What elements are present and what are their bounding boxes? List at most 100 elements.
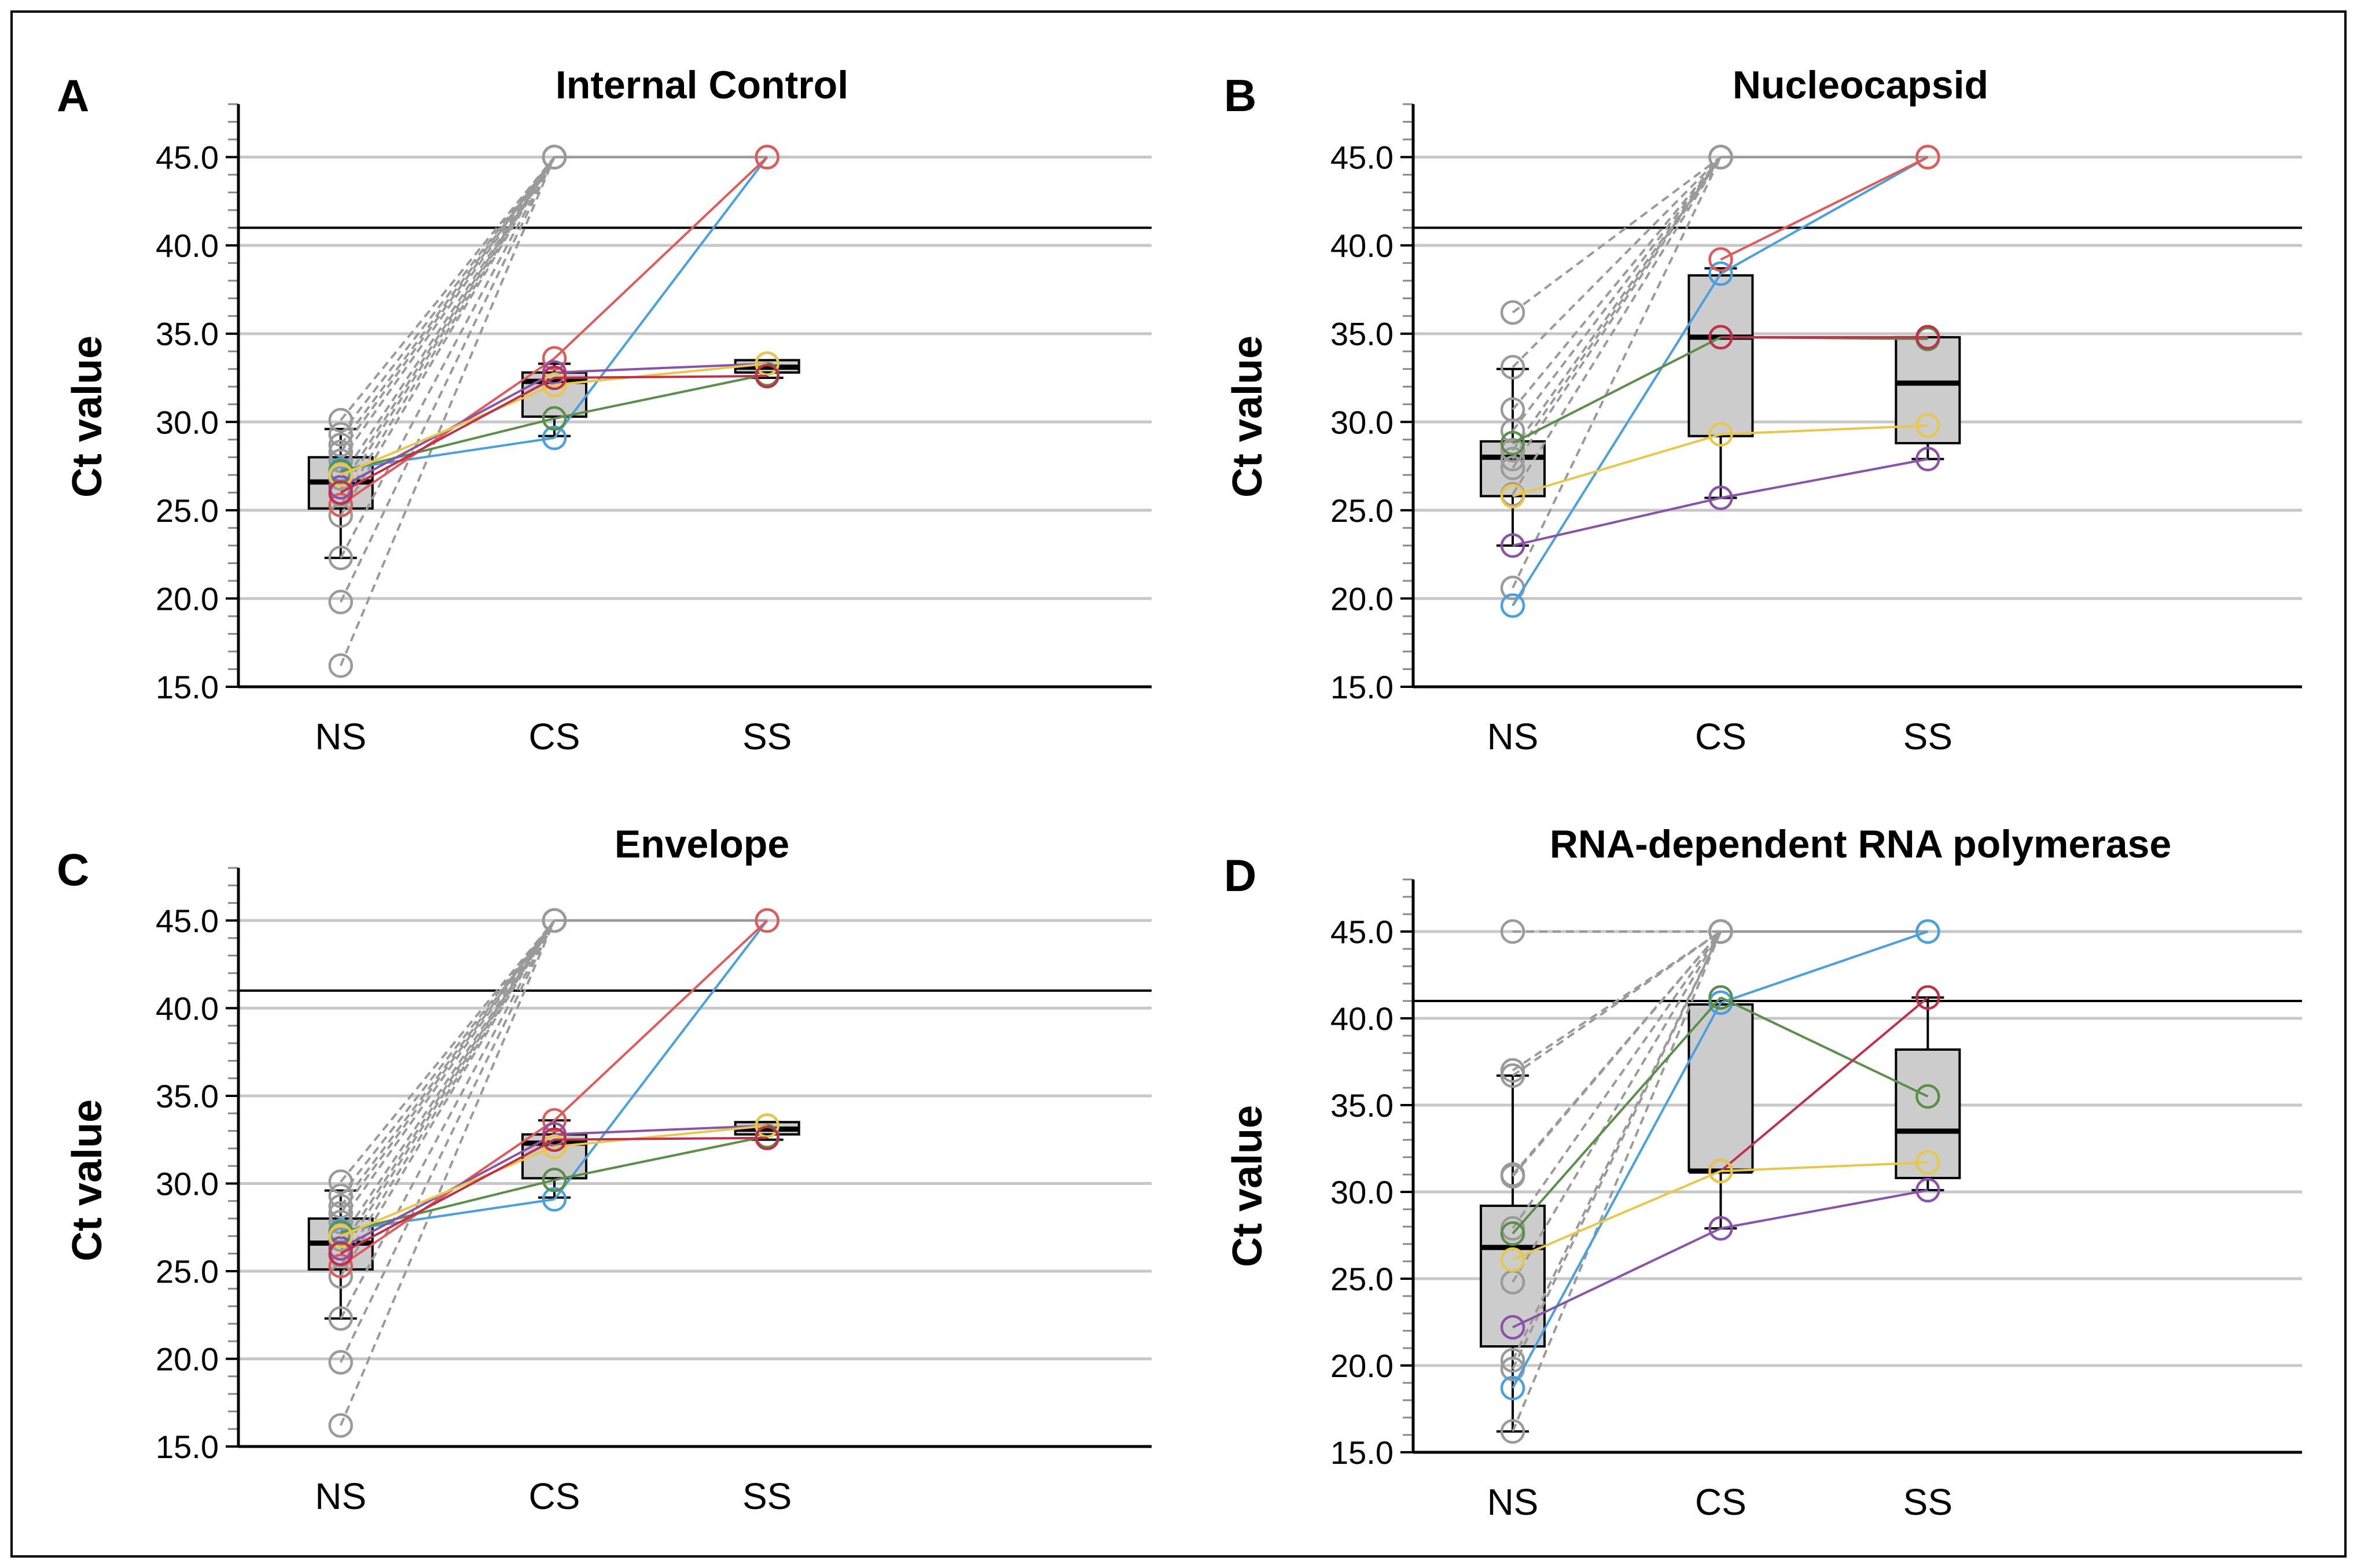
y-tick-label: 35.0 — [1330, 316, 1393, 352]
series-point-yellow — [1500, 1247, 1525, 1272]
series-line-purple — [1720, 1189, 1928, 1230]
series-line-crimson — [340, 377, 555, 494]
grey-point — [328, 653, 353, 678]
series-point-crimson — [328, 480, 353, 505]
y-tick-label: 45.0 — [156, 903, 219, 939]
box-cs — [1687, 274, 1754, 437]
panel-title: Internal Control — [556, 63, 848, 107]
series-line-red — [1720, 996, 1929, 1172]
grey-point — [1500, 418, 1525, 443]
series-point-yellow — [1708, 1158, 1733, 1184]
grey-point — [542, 908, 567, 933]
grey-point — [1500, 919, 1525, 944]
grey-pair-line — [340, 156, 556, 462]
series-line-red — [553, 919, 768, 1121]
grey-pair-line — [1512, 156, 1722, 460]
grey-pair-line — [340, 919, 556, 1278]
grey-pair-line — [1512, 156, 1722, 369]
grey-pair-line — [339, 920, 556, 1363]
series-point-crimson — [755, 363, 779, 389]
series-point-blue — [1708, 261, 1733, 286]
series-point-green — [1915, 1084, 1940, 1109]
series-point-red — [755, 908, 779, 933]
series-line-crimson — [554, 374, 767, 379]
series-point-yellow — [328, 1224, 353, 1249]
x-tick-label-ns: NS — [315, 716, 366, 757]
panel-c: 15.0 20.0 25.0 30.0 35.0 40.0 45.0 NS CS SS Envelo… — [57, 822, 1152, 1517]
grey-point — [328, 422, 353, 447]
series-line-purple — [1512, 496, 1721, 547]
panel-letter: D — [1224, 850, 1256, 901]
series-line-blue — [553, 156, 768, 439]
y-tick-label: 35.0 — [1330, 1087, 1393, 1124]
y-axis-label: Ct value — [64, 1099, 111, 1261]
grey-pair-line — [340, 156, 556, 453]
y-tick-label: 40.0 — [156, 990, 219, 1026]
y-tick-label: 20.0 — [156, 1341, 219, 1377]
y-tick-label: 45.0 — [156, 139, 219, 176]
figure-frame — [10, 10, 2347, 1558]
grey-pair-line — [1512, 930, 1722, 1230]
panel-b: 15.0 20.0 25.0 30.0 35.0 40.0 45.0 NS CS SS Nucleo… — [1224, 63, 2302, 757]
series-line-purple — [1512, 1227, 1722, 1328]
y-tick-label: 15.0 — [1330, 669, 1393, 705]
grey-pair-line — [1512, 156, 1722, 314]
series-point-purple — [1500, 1315, 1525, 1340]
series-point-yellow — [1500, 484, 1525, 509]
x-tick-label-ns: NS — [1487, 1481, 1539, 1523]
series-line-purple — [1720, 458, 1928, 499]
x-tick-label-ss: SS — [1903, 716, 1952, 757]
box-ss — [1895, 1048, 1961, 1179]
panel-letter: C — [57, 844, 89, 895]
y-tick-label: 20.0 — [156, 580, 219, 617]
grey-pair-line — [1512, 931, 1722, 1370]
series-point-green — [1500, 430, 1525, 456]
grey-pair-line — [1512, 156, 1722, 469]
y-tick-label: 40.0 — [1330, 227, 1393, 264]
series-line-yellow — [1512, 1170, 1722, 1261]
y-tick-label: 30.0 — [156, 404, 219, 440]
series-line-yellow — [1512, 433, 1722, 498]
series-line-red — [1720, 156, 1929, 261]
series-line-red — [340, 357, 556, 506]
series-point-purple — [1915, 1177, 1940, 1203]
grey-point — [1500, 300, 1525, 325]
grey-pair-line — [339, 920, 556, 1426]
grey-pair-line — [340, 919, 556, 1214]
grey-point — [328, 590, 353, 614]
series-line-crimson — [340, 1138, 555, 1255]
series-point-crimson — [542, 365, 567, 391]
grey-pair-line — [1512, 156, 1722, 432]
panel-a: 15.0 20.0 25.0 30.0 35.0 40.0 45.0 NS CS SS Intern… — [57, 63, 1152, 757]
series-point-red — [542, 346, 567, 371]
series-point-crimson — [1915, 325, 1940, 350]
panel-title: RNA-dependent RNA polymerase — [1550, 822, 2171, 866]
series-point-yellow — [755, 351, 779, 376]
grey-pair-line — [340, 156, 556, 480]
grey-point — [1500, 1348, 1525, 1373]
series-point-blue — [1500, 1375, 1525, 1401]
series-line-blue — [1512, 273, 1722, 606]
grey-point — [1500, 355, 1525, 380]
grey-point — [1500, 1419, 1525, 1444]
series-point-green — [542, 1168, 567, 1192]
series-point-red — [542, 1108, 567, 1133]
series-point-crimson — [1708, 325, 1733, 350]
grey-pair-line — [340, 919, 556, 1208]
grey-point — [328, 1413, 353, 1438]
y-tick-label: 15.0 — [156, 669, 219, 705]
series-point-green — [542, 406, 567, 431]
y-tick-label: 15.0 — [1330, 1434, 1393, 1471]
grey-point — [1500, 1164, 1525, 1189]
grey-pair-line — [1512, 930, 1722, 1283]
y-axis-label: Ct value — [1225, 336, 1271, 498]
series-point-yellow — [1708, 422, 1733, 447]
series-line-blue — [340, 1198, 555, 1232]
grey-pair-line — [1512, 930, 1722, 1072]
grey-pair-line — [340, 156, 556, 421]
series-point-purple — [1708, 485, 1733, 510]
series-point-crimson — [755, 1125, 779, 1150]
y-tick-label: 25.0 — [1330, 492, 1393, 529]
series-line-yellow — [1720, 424, 1928, 436]
